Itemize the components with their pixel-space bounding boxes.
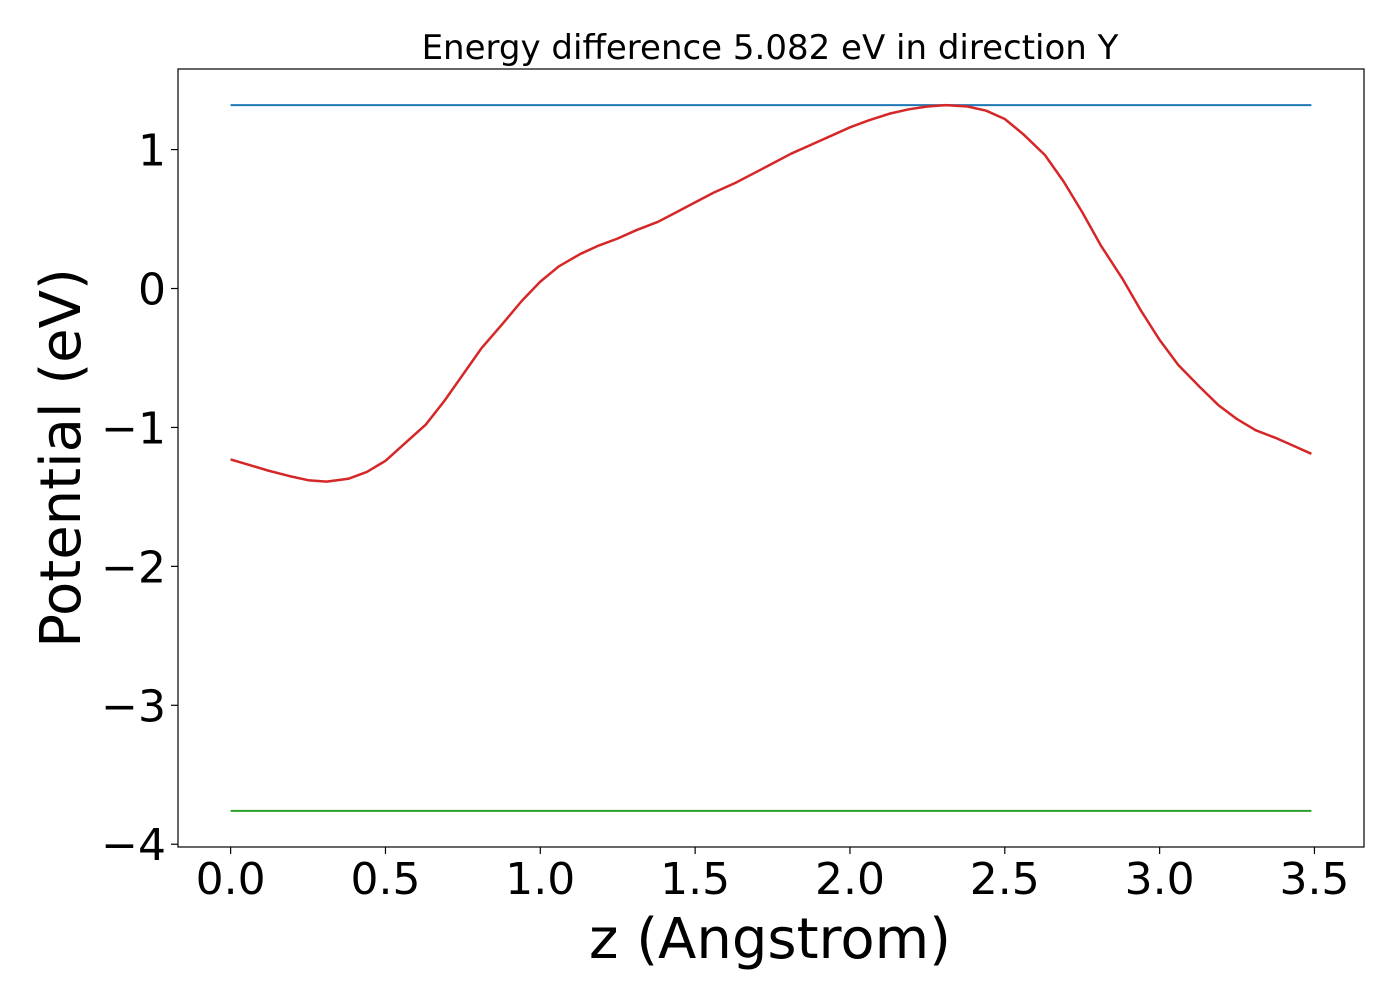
y-tick-label-2: −1: [101, 403, 166, 454]
axes-frame: [177, 68, 1365, 848]
y-tick-label-1: 0: [138, 265, 166, 316]
x-tick-label-3: 1.5: [660, 854, 730, 905]
x-tick-label-0: 0.0: [196, 854, 266, 905]
x-tick-label-1: 0.5: [350, 854, 420, 905]
y-tick-label-4: −3: [101, 681, 166, 732]
y-tick-label-5: −4: [101, 820, 166, 871]
x-tick-label-6: 3.0: [1125, 854, 1195, 905]
x-tick-label-5: 2.5: [970, 854, 1040, 905]
y-tick-label-3: −2: [101, 542, 166, 593]
x-tick-label-4: 2.0: [815, 854, 885, 905]
plot-area: 0.0 0.5 1.0 1.5 2.0 2.5 3.0 3.5 1 0 −1 −2 −3 −4: [101, 68, 1365, 905]
x-tick-label-2: 1.0: [505, 854, 575, 905]
x-axis-label: z (Angstrom): [589, 907, 951, 972]
x-tick-label-7: 3.5: [1279, 854, 1349, 905]
y-tick-label-0: 1: [138, 126, 166, 177]
y-axis-label: Potential (eV): [29, 268, 94, 648]
chart-title: Energy difference 5.082 eV in direction …: [422, 28, 1119, 68]
series-line-2: [230, 103, 1312, 483]
